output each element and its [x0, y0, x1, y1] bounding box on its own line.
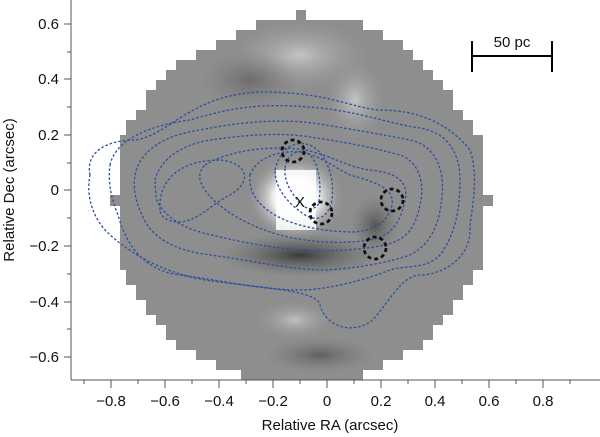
svg-text:0.4: 0.4: [38, 71, 59, 88]
x-ticks: [83, 380, 571, 388]
cross-marker: X: [295, 194, 305, 211]
svg-text:−0.4: −0.4: [204, 393, 234, 410]
y-axis-title: Relative Dec (arcsec): [1, 118, 18, 261]
contour-1: [88, 91, 476, 329]
svg-text:0.6: 0.6: [479, 393, 500, 410]
contour-9: [284, 151, 321, 210]
svg-text:0.4: 0.4: [425, 393, 446, 410]
contour-8: [274, 143, 334, 219]
contour-3: [133, 120, 444, 271]
svg-text:−0.6: −0.6: [150, 393, 180, 410]
svg-text:0.2: 0.2: [38, 127, 59, 144]
svg-text:0: 0: [51, 182, 59, 199]
scale-bar-label: 50 pc: [494, 34, 531, 51]
contour-4: [154, 133, 423, 252]
circle-marker: [362, 235, 388, 261]
circle-marker: [280, 138, 306, 164]
scale-bar: 50 pc: [471, 34, 553, 72]
svg-text:0.6: 0.6: [38, 16, 59, 33]
y-tick-labels: 0.6 0.4 0.2 0 −0.2 −0.4 −0.6: [29, 16, 59, 366]
svg-text:−0.2: −0.2: [29, 238, 59, 255]
contour-2: [108, 105, 461, 291]
svg-text:0.8: 0.8: [533, 393, 554, 410]
svg-text:0: 0: [323, 393, 331, 410]
x-axis-title: Relative RA (arcsec): [262, 417, 399, 434]
svg-text:−0.4: −0.4: [29, 294, 59, 311]
x-tick-labels: −0.8 −0.6 −0.4 −0.2 0 0.2 0.4 0.6 0.8: [96, 393, 553, 410]
circle-marker: [308, 200, 334, 226]
circle-marker: [379, 187, 405, 213]
svg-text:−0.6: −0.6: [29, 349, 59, 366]
contour-5: [159, 159, 245, 223]
y-ticks: [64, 23, 71, 358]
svg-text:0.2: 0.2: [371, 393, 392, 410]
svg-text:−0.8: −0.8: [96, 393, 126, 410]
circles: [280, 138, 405, 261]
svg-text:−0.2: −0.2: [258, 393, 288, 410]
contours: [88, 91, 476, 329]
